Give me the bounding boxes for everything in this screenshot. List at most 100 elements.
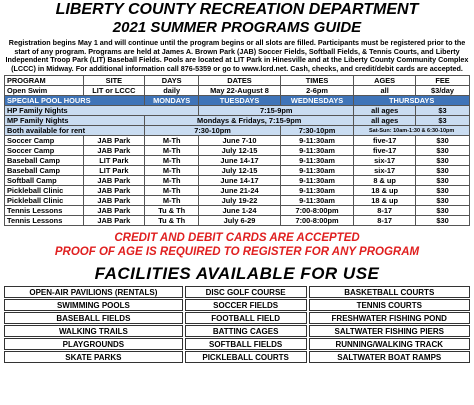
facility-row: SKATE PARKS PICKLEBALL COURTS SALTWATER BO…	[4, 351, 470, 364]
cell: six-17	[353, 155, 417, 167]
header-row: PROGRAM SITE DAYS DATES TIMES AGES FEE	[4, 75, 470, 87]
cell: M-Th	[144, 155, 200, 167]
cell: Tennis Lessons	[4, 215, 84, 227]
cell: Both available for rent	[3, 125, 146, 137]
cell: Open Swim	[4, 85, 84, 97]
cell: all ages	[353, 105, 417, 117]
cell: JAB Park	[82, 145, 146, 157]
cell: $30	[415, 215, 470, 227]
program-row: Soccer Camp JAB Park M-Th July 12-15 9-11:30…	[4, 145, 470, 157]
cell: MONDAYS	[144, 95, 200, 107]
facility-row: BASEBALL FIELDS FOOTBALL FIELD FRESHWATER …	[4, 312, 470, 325]
program-row: Pickleball Clinic JAB Park M-Th June 21-24 9…	[4, 185, 470, 197]
cell: 2-6pm	[279, 85, 355, 97]
special-header-row: SPECIAL POOL HOURS MONDAYS TUESDAYS WEDN…	[3, 95, 470, 107]
facility: SALTWATER BOAT RAMPS	[308, 351, 470, 364]
facility: DISC GOLF COURSE	[184, 286, 307, 299]
cell: LIT or LCCC	[82, 85, 146, 97]
cell: $30	[415, 195, 470, 207]
facilities-title: FACILITIES AVAILABLE FOR USE	[94, 264, 380, 284]
column-header: DAYS	[144, 75, 200, 87]
program-row: Baseball Camp LIT Park M-Th June 14-17 9-11:…	[4, 155, 470, 167]
cell: 7:00-8:00pm	[279, 205, 355, 217]
cell: 7:15-9pm	[198, 105, 355, 117]
notice: PROOF OF AGE IS REQUIRED TO REGISTER FOR…	[54, 246, 420, 259]
cell: May 22-August 8	[198, 85, 281, 97]
cell: Mondays & Fridays, 7:15-9pm	[144, 115, 355, 127]
hp-row: HP Family Nights 7:15-9pm all ages $3	[3, 105, 470, 117]
cell: M-Th	[144, 145, 200, 157]
facility: BASEBALL FIELDS	[4, 312, 183, 325]
cell: Soccer Camp	[4, 135, 84, 147]
cell: 7:30-10pm	[279, 125, 355, 137]
cell: M-Th	[144, 185, 200, 197]
cell: 9-11:30am	[279, 155, 355, 167]
cell: Sat-Sun: 10am-1:30 & 6:30-10pm	[353, 125, 470, 137]
cell: HP Family Nights	[3, 105, 200, 117]
cell: $3	[415, 115, 470, 127]
program-row: Baseball Camp LIT Park M-Th July 12-15 9-11:…	[4, 165, 470, 177]
column-header: TIMES	[279, 75, 355, 87]
column-header: SITE	[82, 75, 146, 87]
cell: JAB Park	[82, 195, 146, 207]
cell: five-17	[353, 145, 417, 157]
column-header: DATES	[198, 75, 281, 87]
facility-row: OPEN-AIR PAVILIONS (RENTALS) DISC GOLF CO…	[4, 286, 470, 299]
facility: FRESHWATER FISHING POND	[308, 312, 470, 325]
cell: JAB Park	[82, 175, 146, 187]
cell: June 14-17	[198, 175, 281, 187]
facility: TENNIS COURTS	[308, 299, 470, 312]
facility-row: SWIMMING POOLS SOCCER FIELDS TENNIS COURTS	[4, 299, 470, 312]
intro-text: Registration begins May 1 and will conti…	[5, 38, 469, 73]
facilities-grid: OPEN-AIR PAVILIONS (RENTALS) DISC GOLF CO…	[2, 285, 472, 364]
cell: SPECIAL POOL HOURS	[3, 95, 146, 107]
cell: $30	[415, 135, 470, 147]
cell: $30	[415, 175, 470, 187]
facility: RUNNING/WALKING TRACK	[308, 338, 470, 351]
cell: Tu & Th	[144, 215, 200, 227]
cell: Baseball Camp	[4, 165, 84, 177]
cell: July 12-15	[198, 165, 281, 177]
cell: June 7-10	[198, 135, 281, 147]
cell: WEDNESDAYS	[279, 95, 355, 107]
facility: PLAYGROUNDS	[4, 338, 183, 351]
cell: 7:30-10pm	[144, 125, 281, 137]
cell: $30	[415, 165, 470, 177]
cell: 9-11:30am	[279, 145, 355, 157]
program-row: Tennis Lessons JAB Park Tu & Th July 6-29 7:…	[4, 215, 470, 227]
facility: WALKING TRAILS	[4, 325, 183, 338]
cell: five-17	[353, 135, 417, 147]
program-row: Soccer Camp JAB Park M-Th June 7-10 9-11:30a…	[4, 135, 470, 147]
intro: Registration begins May 1 and will conti…	[0, 37, 474, 73]
cell: all	[353, 85, 417, 97]
cell: $30	[415, 155, 470, 167]
facility: OPEN-AIR PAVILIONS (RENTALS)	[4, 286, 183, 299]
cell: M-Th	[144, 195, 200, 207]
cell: Soccer Camp	[4, 145, 84, 157]
cell: 8-17	[353, 205, 417, 217]
cell: July 12-15	[198, 145, 281, 157]
cell: Tu & Th	[144, 205, 200, 217]
schedule-table: PROGRAM SITE DAYS DATES TIMES AGES FEE Open Sw…	[3, 75, 470, 227]
cell: LIT Park	[82, 165, 146, 177]
cell: 9-11:30am	[279, 135, 355, 147]
cell: July 6-29	[198, 215, 281, 227]
facility-row: PLAYGROUNDS SOFTBALL FIELDS RUNNING/WALKIN…	[4, 338, 470, 351]
cell: 8 & up	[353, 175, 417, 187]
cell: all ages	[353, 115, 417, 127]
cell: JAB Park	[82, 135, 146, 147]
subtitle: 2021 SUMMER PROGRAMS GUIDE	[112, 19, 362, 36]
cell: $3	[415, 105, 470, 117]
cell: $30	[415, 185, 470, 197]
cell: M-Th	[144, 175, 200, 187]
notice: CREDIT AND DEBIT CARDS ARE ACCEPTED	[114, 232, 360, 245]
facility: SOCCER FIELDS	[184, 299, 307, 312]
facility: BATTING CAGES	[184, 325, 307, 338]
cell: 9-11:30am	[279, 185, 355, 197]
title: LIBERTY COUNTY RECREATION DEPARTMENT	[55, 1, 419, 18]
cell: 9-11:30am	[279, 175, 355, 187]
cell: TUESDAYS	[198, 95, 281, 107]
cell: Pickleball Clinic	[4, 195, 84, 207]
cell: JAB Park	[82, 185, 146, 197]
